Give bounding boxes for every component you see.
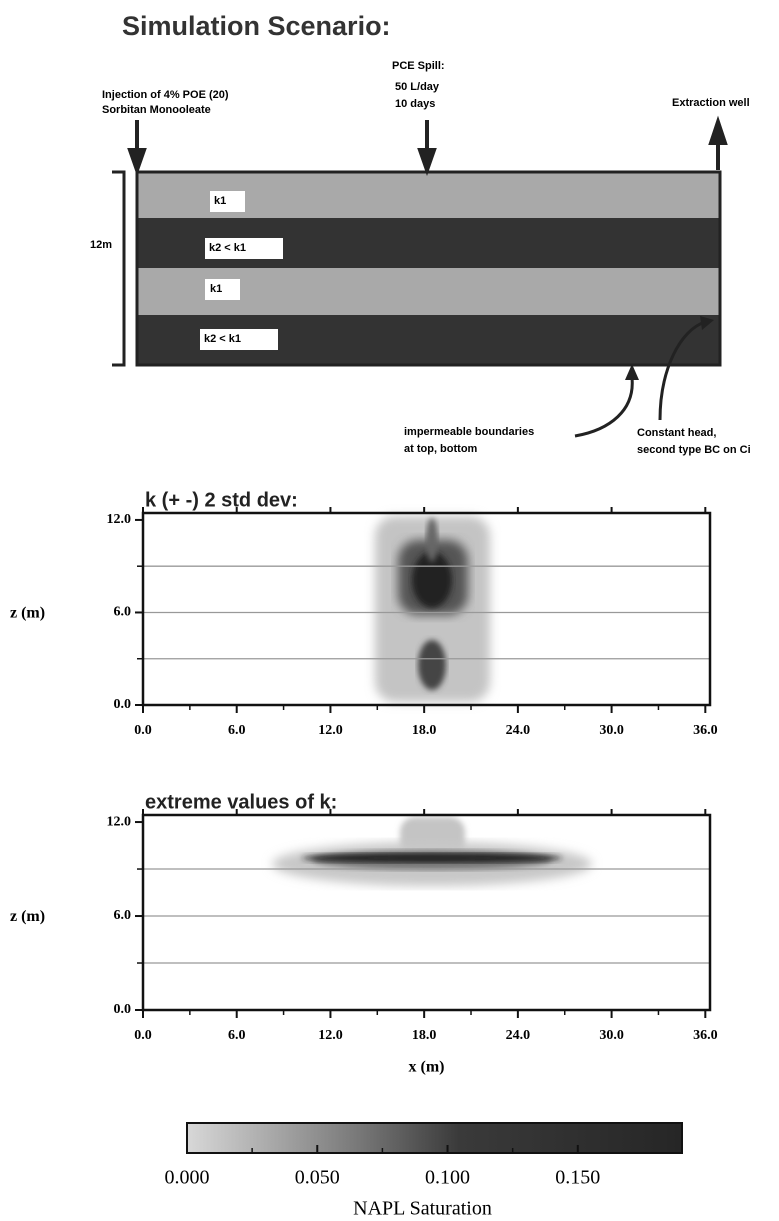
chart-title: extreme values of k: [145,791,337,813]
x-tick-label: 0.0 [134,1028,152,1043]
head-note: Constant head, [637,427,716,439]
x-tick-label: 12.0 [318,723,343,738]
x-axis-label: x (m) [409,1059,445,1076]
plume [375,516,490,702]
x-tick-label: 24.0 [506,1028,531,1043]
colorbar-tick-label: 0.150 [555,1167,600,1189]
x-tick-label: 18.0 [412,1028,437,1043]
x-tick-label: 24.0 [506,723,531,738]
title: Simulation Scenario: [122,11,391,41]
injection-label: Injection of 4% POE (20) [102,89,229,101]
boundary-note: impermeable boundaries [404,426,534,438]
y-tick-label: 0.0 [114,1002,132,1017]
x-tick-label: 0.0 [134,723,152,738]
arrow [575,378,632,436]
page: { "scenario": { "title": "Simulation Sce… [0,0,779,1221]
x-tick-label: 36.0 [693,1028,718,1043]
x-tick-label: 30.0 [599,1028,624,1043]
colorbar-tick-label: 0.050 [295,1167,340,1189]
y-tick-label: 12.0 [107,814,132,829]
spill-label: 10 days [395,98,435,110]
chart-title: k (+ -) 2 std dev: [145,489,298,511]
spill-label: 50 L/day [395,81,440,93]
extraction-label: Extraction well [672,97,750,109]
colorbar [187,1123,682,1153]
plume [272,817,592,886]
colorbar-tick-label: 0.100 [425,1167,470,1189]
arrows [130,120,725,170]
layer-label: k1 [210,283,222,295]
x-tick-label: 18.0 [412,723,437,738]
y-tick-label: 12.0 [107,512,132,527]
figure: Simulation Scenario: Injection of 4% POE… [0,0,779,1221]
injection-label: Sorbitan Monooleate [102,104,211,116]
layer-label: k2 < k1 [204,333,241,345]
y-tick-label: 0.0 [114,697,132,712]
colorbar-label: NAPL Saturation [353,1198,492,1220]
head-note: second type BC on Ci [637,444,751,456]
depth-bracket [112,172,124,365]
y-axis-label: z (m) [10,908,45,925]
x-tick-label: 6.0 [228,723,246,738]
scenario: Simulation Scenario: Injection of 4% POE… [90,11,751,456]
x-tick-label: 6.0 [228,1028,246,1043]
boundary-note: at top, bottom [404,443,478,455]
depth-label: 12m [90,239,112,251]
spill-label: PCE Spill: [392,60,445,72]
x-tick-label: 36.0 [693,723,718,738]
colorbar-tick-label: 0.000 [165,1167,210,1189]
y-tick-label: 6.0 [114,908,132,923]
y-axis-label: z (m) [10,605,45,622]
layer-label: k1 [214,195,226,207]
x-tick-label: 12.0 [318,1028,343,1043]
y-tick-label: 6.0 [114,605,132,620]
x-tick-label: 30.0 [599,723,624,738]
layer-label: k2 < k1 [209,242,246,254]
